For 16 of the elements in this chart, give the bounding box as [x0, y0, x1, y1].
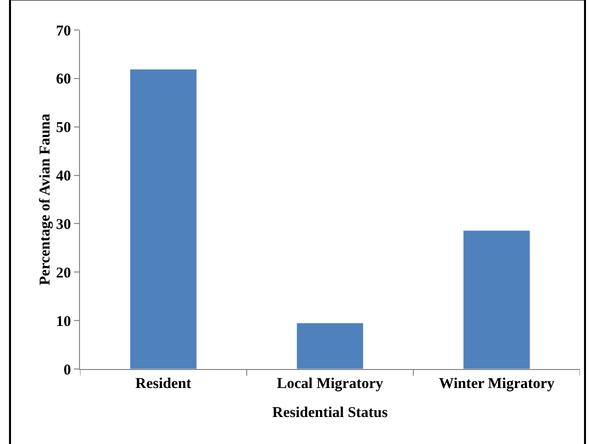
y-axis-title: Percentage of Avian Fauna: [37, 113, 54, 286]
bar: [463, 230, 530, 369]
y-tick-label: 10: [56, 314, 71, 330]
y-tick-label: 70: [56, 23, 71, 40]
x-axis-title: Residential Status: [272, 405, 388, 421]
y-tick-label: 30: [56, 216, 71, 233]
x-tick-label: Resident: [135, 376, 192, 392]
y-tick-label: 0: [64, 362, 71, 378]
y-tick-label: 20: [56, 265, 71, 282]
y-tick-label: 50: [56, 120, 71, 136]
x-tick-label: Local Migratory: [276, 376, 384, 392]
y-tick-label: 40: [56, 168, 71, 185]
bar: [296, 322, 364, 369]
x-tick-label: Winter Migratory: [438, 376, 555, 392]
y-tick-label: 60: [56, 72, 71, 88]
bar: [130, 68, 197, 369]
